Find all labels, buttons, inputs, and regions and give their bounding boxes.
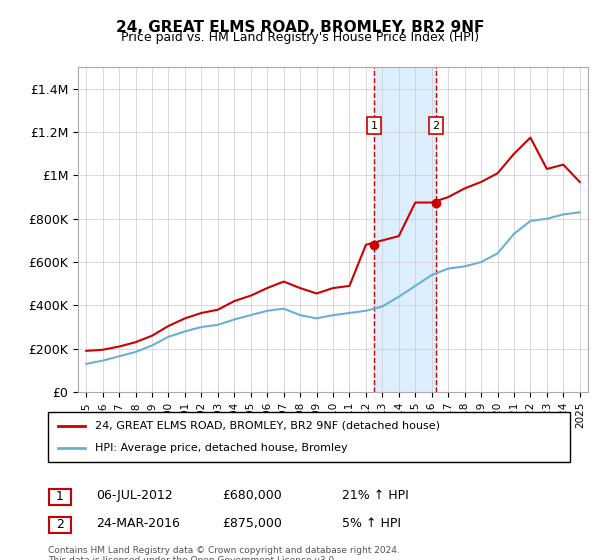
Text: Price paid vs. HM Land Registry's House Price Index (HPI): Price paid vs. HM Land Registry's House … <box>121 31 479 44</box>
FancyBboxPatch shape <box>49 489 71 505</box>
Text: 5% ↑ HPI: 5% ↑ HPI <box>342 517 401 530</box>
Text: HPI: Average price, detached house, Bromley: HPI: Average price, detached house, Brom… <box>95 443 347 453</box>
Text: 06-JUL-2012: 06-JUL-2012 <box>96 489 173 502</box>
Text: 1: 1 <box>56 490 64 503</box>
Text: 21% ↑ HPI: 21% ↑ HPI <box>342 489 409 502</box>
Bar <box>374 67 436 392</box>
Text: 24, GREAT ELMS ROAD, BROMLEY, BR2 9NF: 24, GREAT ELMS ROAD, BROMLEY, BR2 9NF <box>116 20 484 35</box>
Text: £680,000: £680,000 <box>222 489 282 502</box>
Text: 24, GREAT ELMS ROAD, BROMLEY, BR2 9NF (detached house): 24, GREAT ELMS ROAD, BROMLEY, BR2 9NF (d… <box>95 421 440 431</box>
Text: 24-MAR-2016: 24-MAR-2016 <box>96 517 180 530</box>
FancyBboxPatch shape <box>48 412 570 462</box>
Text: 1: 1 <box>371 120 377 130</box>
FancyBboxPatch shape <box>49 517 71 533</box>
Text: £875,000: £875,000 <box>222 517 282 530</box>
Text: Contains HM Land Registry data © Crown copyright and database right 2024.
This d: Contains HM Land Registry data © Crown c… <box>48 546 400 560</box>
Text: 2: 2 <box>432 120 439 130</box>
Text: 2: 2 <box>56 518 64 531</box>
